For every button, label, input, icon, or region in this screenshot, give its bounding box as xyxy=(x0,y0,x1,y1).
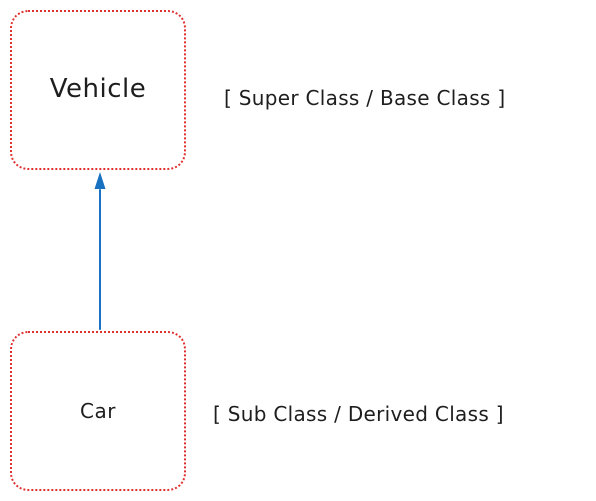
annotation-sub-class: [ Sub Class / Derived Class ] xyxy=(213,402,504,426)
node-vehicle: Vehicle xyxy=(10,10,186,170)
inheritance-arrowhead xyxy=(94,172,106,189)
node-car: Car xyxy=(10,331,186,491)
node-vehicle-label: Vehicle xyxy=(49,74,147,104)
annotation-super-class: [ Super Class / Base Class ] xyxy=(224,86,506,110)
node-car-label: Car xyxy=(80,399,116,423)
